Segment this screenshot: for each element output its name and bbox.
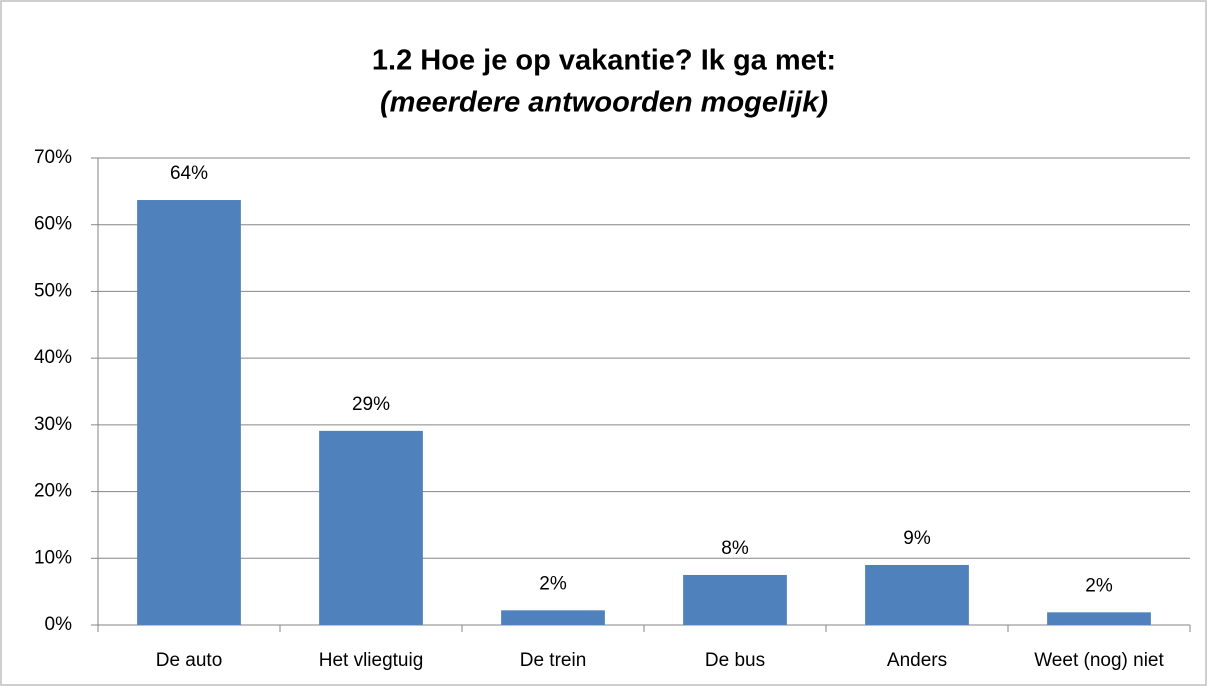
bar bbox=[319, 430, 423, 625]
x-tick-label: Weet (nog) niet bbox=[1034, 650, 1164, 671]
bar bbox=[683, 574, 787, 625]
bar bbox=[137, 200, 241, 625]
x-tick-label: Het vliegtuig bbox=[319, 650, 424, 671]
y-tick-label: 0% bbox=[45, 614, 73, 635]
y-tick-label: 10% bbox=[34, 547, 72, 568]
x-tick-label: De bus bbox=[705, 650, 765, 671]
y-tick-label: 40% bbox=[34, 347, 72, 368]
x-tick-label: De trein bbox=[520, 650, 587, 671]
y-tick-label: 60% bbox=[34, 214, 72, 235]
data-label: 2% bbox=[1085, 575, 1113, 596]
data-label: 29% bbox=[352, 394, 390, 415]
y-tick-label: 30% bbox=[34, 414, 72, 435]
x-tick-label: Anders bbox=[887, 650, 947, 671]
data-label: 2% bbox=[539, 573, 567, 594]
chart-subtitle: (meerdere antwoorden mogelijk) bbox=[380, 87, 828, 119]
bar bbox=[501, 610, 605, 625]
data-label: 8% bbox=[721, 538, 749, 559]
chart-title: 1.2 Hoe je op vakantie? Ik ga met: bbox=[372, 45, 836, 77]
x-tick-label: De auto bbox=[156, 650, 223, 671]
y-tick-label: 50% bbox=[34, 280, 72, 301]
data-label: 9% bbox=[903, 528, 931, 549]
data-label: 64% bbox=[170, 163, 208, 184]
bar bbox=[865, 564, 969, 625]
bar bbox=[1047, 612, 1151, 625]
y-tick-label: 70% bbox=[34, 147, 72, 168]
y-tick-label: 20% bbox=[34, 481, 72, 502]
